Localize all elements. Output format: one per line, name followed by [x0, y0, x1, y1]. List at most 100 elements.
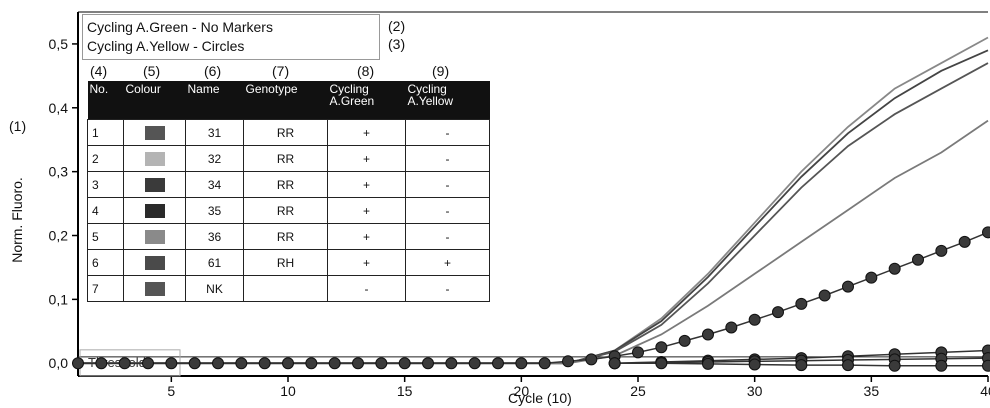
table-ref-colour: (5) [143, 63, 161, 79]
colour-swatch [144, 229, 165, 244]
y-tick-label: 0,1 [49, 291, 69, 307]
data-point [772, 306, 784, 319]
data-point [562, 355, 574, 368]
data-point [258, 357, 271, 370]
table-body: 1 31 RR + -2 32 RR + -3 34 RR + -4 35 RR + -5 36 RR + -6 61 RH… [87, 119, 490, 302]
x-tick-label: 15 [397, 383, 413, 399]
cell-cycling-green: + [327, 171, 406, 198]
data-point [585, 353, 598, 366]
cell-name: 31 [185, 119, 244, 146]
data-point [678, 334, 691, 347]
cell-colour [123, 197, 186, 224]
data-point [468, 357, 481, 370]
cell-genotype: RR [243, 119, 328, 146]
table-row: 1 31 RR + - [87, 119, 490, 146]
cell-colour [123, 275, 186, 302]
y-tick-label: 0,0 [49, 355, 69, 371]
y-tick-label: 0,3 [49, 164, 69, 180]
data-point [865, 271, 878, 284]
legend-ref-green: (2) [388, 18, 406, 34]
cell-name: NK [185, 275, 244, 302]
col-header-colour: Colour [123, 81, 186, 120]
data-point [235, 357, 248, 370]
cell-cycling-green: + [327, 223, 406, 250]
table-ref-green: (8) [357, 63, 375, 79]
cell-colour [123, 249, 186, 276]
colour-swatch [144, 177, 165, 192]
table-row: 7 NK - - [87, 275, 490, 302]
x-tick-label: 30 [747, 383, 763, 399]
y-tick-label: 0,2 [49, 228, 69, 244]
series-line [78, 62, 989, 365]
cell-no: 3 [87, 171, 124, 198]
data-point [702, 357, 714, 370]
colour-swatch [144, 125, 165, 140]
table-ref-genotype: (7) [272, 63, 290, 79]
data-point [912, 253, 924, 266]
data-point [795, 359, 808, 372]
data-point [515, 357, 528, 370]
cell-genotype: RR [243, 197, 328, 224]
x-axis-title: Cycle (10) [508, 390, 572, 406]
data-point [422, 357, 434, 370]
col-header-name: Name [185, 81, 244, 120]
table-ref-no: (4) [90, 63, 108, 79]
data-point [188, 357, 201, 370]
data-point [935, 244, 948, 257]
data-point [982, 359, 990, 372]
data-point [655, 341, 668, 354]
cell-cycling-yellow: - [405, 119, 490, 146]
cell-cycling-green: + [327, 145, 406, 172]
cell-genotype: RR [243, 223, 328, 250]
data-point [95, 357, 108, 370]
cell-name: 34 [185, 171, 244, 198]
cell-name: 36 [185, 223, 244, 250]
cell-cycling-yellow: - [405, 171, 490, 198]
data-point [795, 297, 808, 310]
data-point [142, 357, 154, 370]
cell-cycling-yellow: - [405, 275, 490, 302]
data-point [655, 357, 668, 370]
data-point [328, 357, 341, 370]
cell-cycling-green: + [327, 197, 406, 224]
cell-cycling-green: + [327, 119, 406, 146]
legend-entry-yellow: Cycling A.Yellow - Circles [87, 38, 245, 54]
table-row: 2 32 RR + - [87, 145, 490, 172]
colour-swatch [144, 151, 165, 166]
data-point [118, 357, 131, 370]
cell-no: 2 [87, 145, 124, 172]
y-axis-ref-label: (1) [9, 118, 27, 134]
cell-no: 5 [87, 223, 124, 250]
cell-name: 61 [185, 249, 244, 276]
x-tick-label: 5 [167, 383, 175, 399]
data-point [632, 346, 644, 359]
data-point [702, 328, 714, 341]
cell-no: 7 [87, 275, 124, 302]
y-tick-label: 0,5 [49, 36, 69, 52]
col-header-cycling-green: Cycling A.Green [327, 81, 406, 120]
colour-swatch [144, 203, 165, 218]
legend: Cycling A.Green - No Markers Cycling A.Y… [82, 14, 380, 60]
cell-colour [123, 223, 186, 250]
data-point [445, 357, 458, 370]
y-tick-label: 0,4 [49, 100, 69, 116]
cell-name: 32 [185, 145, 244, 172]
cell-cycling-yellow: + [405, 249, 490, 276]
cell-colour [123, 171, 186, 198]
col-header-genotype: Genotype [243, 81, 328, 120]
x-tick-label: 35 [864, 383, 880, 399]
x-tick-label: 40 [980, 383, 990, 399]
table-row: 5 36 RR + - [87, 223, 490, 250]
cell-cycling-yellow: - [405, 145, 490, 172]
data-point [818, 289, 831, 302]
cell-no: 6 [87, 249, 124, 276]
table-ref-name: (6) [204, 63, 222, 79]
x-tick-label: 25 [630, 383, 646, 399]
data-point [982, 226, 990, 239]
data-point [72, 357, 84, 370]
data-point [398, 357, 411, 370]
cell-no: 1 [87, 119, 124, 146]
col-header-cycling-yellow: Cycling A.Yellow [405, 81, 490, 120]
legend-ref-yellow: (3) [388, 36, 406, 52]
series-line [78, 231, 989, 364]
